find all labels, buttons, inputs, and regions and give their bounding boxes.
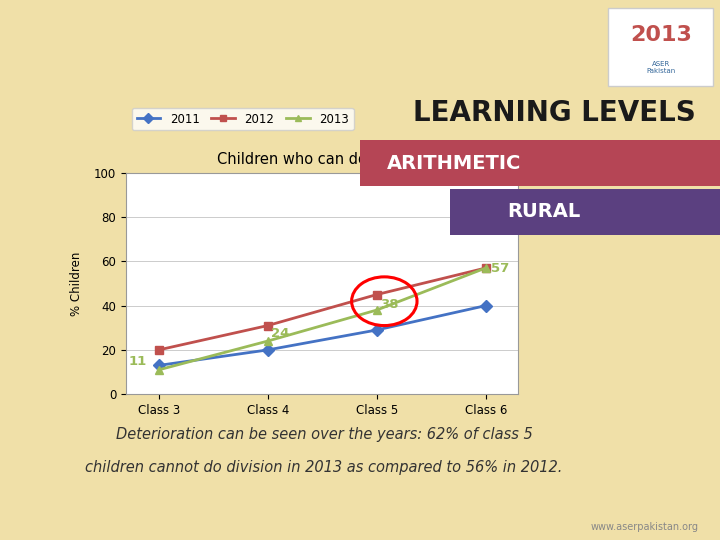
2012 [482, 265, 490, 271]
2011 [482, 302, 490, 309]
2012 [154, 347, 163, 353]
Text: 11: 11 [128, 355, 146, 368]
2011 [154, 362, 163, 369]
Text: ARITHMETIC: ARITHMETIC [387, 153, 521, 173]
Line: 2012: 2012 [155, 264, 490, 354]
Text: www.aserpakistan.org: www.aserpakistan.org [590, 522, 698, 532]
2012 [264, 322, 272, 329]
Text: ASER
Pakistan: ASER Pakistan [647, 61, 675, 74]
Line: 2013: 2013 [155, 264, 490, 374]
2011 [264, 347, 272, 353]
2013 [154, 367, 163, 373]
Y-axis label: % Children: % Children [70, 251, 83, 316]
Text: children cannot do division in 2013 as compared to 56% in 2012.: children cannot do division in 2013 as c… [85, 460, 563, 475]
Text: RURAL: RURAL [507, 202, 580, 221]
Text: 57: 57 [491, 262, 510, 275]
Text: 2013: 2013 [630, 25, 692, 45]
Text: 38: 38 [380, 298, 398, 311]
2012 [372, 292, 381, 298]
2013 [482, 265, 490, 271]
2013 [264, 338, 272, 345]
Text: LEARNING LEVELS: LEARNING LEVELS [413, 99, 696, 127]
Legend: 2011, 2012, 2013: 2011, 2012, 2013 [132, 108, 354, 130]
Title: Children who can do division: Children who can do division [217, 152, 428, 167]
2011 [372, 327, 381, 333]
Text: Deterioration can be seen over the years: 62% of class 5: Deterioration can be seen over the years… [116, 427, 532, 442]
Text: 24: 24 [271, 327, 289, 340]
2013 [372, 307, 381, 313]
Line: 2011: 2011 [155, 301, 490, 369]
